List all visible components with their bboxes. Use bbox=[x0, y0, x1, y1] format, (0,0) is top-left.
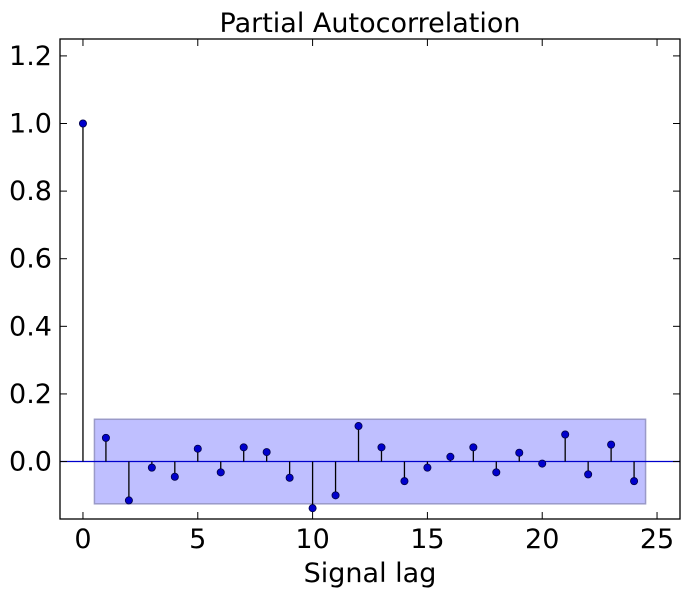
marker-lag-13 bbox=[377, 443, 386, 452]
marker-lag-3 bbox=[147, 463, 156, 472]
marker-lag-2 bbox=[124, 496, 133, 505]
marker-lag-24 bbox=[630, 477, 639, 486]
marker-lag-23 bbox=[607, 440, 616, 449]
y-tick-label-0: 0.0 bbox=[9, 447, 52, 478]
marker-lag-4 bbox=[170, 472, 179, 481]
marker-lag-11 bbox=[331, 491, 340, 500]
marker-lag-8 bbox=[262, 448, 271, 457]
x-tick-label-10: 10 bbox=[295, 524, 329, 555]
marker-lag-22 bbox=[584, 470, 593, 479]
y-tick-label-1: 1.0 bbox=[9, 109, 52, 140]
marker-lag-14 bbox=[400, 477, 409, 486]
x-tick-label-25: 25 bbox=[640, 524, 674, 555]
x-tick-label-15: 15 bbox=[410, 524, 444, 555]
marker-lag-9 bbox=[285, 473, 294, 482]
marker-lag-17 bbox=[469, 443, 478, 452]
marker-lag-7 bbox=[239, 443, 248, 452]
marker-layer bbox=[78, 119, 639, 513]
marker-lag-19 bbox=[515, 448, 524, 457]
marker-lag-21 bbox=[561, 430, 570, 439]
marker-lag-18 bbox=[492, 468, 501, 477]
y-tick-label-0.6: 0.6 bbox=[9, 244, 52, 275]
chart-title: Partial Autocorrelation bbox=[220, 8, 521, 39]
y-tick-label-0.4: 0.4 bbox=[9, 311, 52, 342]
marker-lag-12 bbox=[354, 422, 363, 431]
plot-frame bbox=[59, 38, 681, 520]
axes-layer bbox=[59, 38, 681, 520]
marker-lag-20 bbox=[538, 459, 547, 468]
y-tick-label-1.2: 1.2 bbox=[9, 41, 52, 72]
marker-lag-0 bbox=[78, 119, 87, 128]
y-tick-layer: 0.0 0.2 0.4 0.6 0.8 1.0 1.2 bbox=[9, 41, 680, 478]
x-tick-label-0: 0 bbox=[74, 524, 91, 555]
x-tick-label-20: 20 bbox=[525, 524, 559, 555]
y-tick-label-0.8: 0.8 bbox=[9, 176, 52, 207]
y-tick-label-0.2: 0.2 bbox=[9, 379, 52, 410]
marker-lag-10 bbox=[308, 504, 317, 513]
x-axis-label: Signal lag bbox=[304, 558, 437, 589]
marker-lag-16 bbox=[446, 452, 455, 461]
marker-lag-15 bbox=[423, 463, 432, 472]
x-tick-layer: 0 5 10 15 20 25 bbox=[74, 39, 674, 555]
x-tick-label-5: 5 bbox=[189, 524, 206, 555]
marker-lag-5 bbox=[193, 444, 202, 453]
marker-lag-6 bbox=[216, 468, 225, 477]
marker-lag-1 bbox=[101, 433, 110, 442]
